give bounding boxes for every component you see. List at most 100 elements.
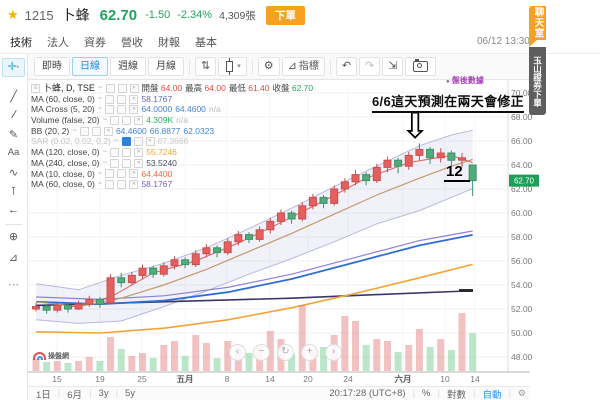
range-1d[interactable]: 1日 <box>36 389 51 400</box>
legend-settings-box[interactable] <box>122 158 132 168</box>
zoom-in-tool[interactable]: ⊕ <box>0 230 27 243</box>
legend-visibility-box[interactable] <box>110 158 120 168</box>
legend-visibility-box[interactable] <box>110 147 120 157</box>
legend-settings-box[interactable] <box>122 147 132 157</box>
tab-financials[interactable]: 財報 <box>158 37 180 49</box>
legend-row[interactable]: MA (240, close, 0) ~ ✕ 53.5240 <box>31 157 177 168</box>
after-hours-label: 盤後數據 <box>451 76 484 85</box>
legend-close-box[interactable]: ✕ <box>103 126 113 136</box>
legend-settings-box[interactable] <box>117 180 127 190</box>
legend-settings-box[interactable] <box>122 115 132 125</box>
svg-text:60.00: 60.00 <box>511 208 533 218</box>
legend-visibility-box[interactable] <box>105 180 115 190</box>
range-3y[interactable]: 3y <box>98 388 109 399</box>
legend-visibility-box[interactable] <box>105 83 115 93</box>
position-tool[interactable]: ⊺ <box>0 185 27 198</box>
legend-visibility-box[interactable] <box>110 115 120 125</box>
brush-tool[interactable]: ✎ <box>0 128 27 141</box>
annotation-down-arrow-icon[interactable]: ⇩ <box>400 105 431 146</box>
redo-button[interactable]: ↷ <box>359 57 381 76</box>
annotation-candle-label[interactable]: 12 <box>444 163 470 182</box>
collapse-icon[interactable]: ⊟ <box>31 83 40 93</box>
fib-tool[interactable]: ∕∕ <box>0 109 27 121</box>
snapshot-button[interactable] <box>405 57 437 76</box>
reset-view-button[interactable]: ↻ <box>277 344 294 361</box>
zoom-in-icon: ⊕ <box>8 231 19 243</box>
chart-style-button[interactable]: ▾ <box>218 57 247 76</box>
legend-settings-box[interactable] <box>117 169 127 179</box>
tab-fundamentals[interactable]: 基本 <box>195 37 217 49</box>
trend-line-tool[interactable]: ╱ <box>0 90 27 103</box>
tab-revenue[interactable]: 營收 <box>121 37 143 49</box>
legend-row[interactable]: Volume (false, 20) ~ ✕ 4.309K n/a <box>31 115 188 126</box>
more-tools-button[interactable]: ⋯ <box>0 278 27 291</box>
chart-canvas[interactable]: 48.00 50.00 52.00 54.00 56.00 58.00 60.00 62.00… <box>28 80 552 386</box>
legend-visibility-box[interactable] <box>105 169 115 179</box>
legend-close-box[interactable]: ✕ <box>129 83 139 93</box>
clock: 20:17:28 (UTC+8) <box>329 388 406 399</box>
legend-value: 67.3666 <box>157 136 189 147</box>
text-tool[interactable]: Aa <box>0 147 27 158</box>
after-hours-note[interactable]: ● 盤後數據 <box>446 75 484 86</box>
legend-close-box[interactable]: ✕ <box>134 158 144 168</box>
legend-settings-box[interactable] <box>117 94 127 104</box>
zoom-in-button[interactable]: + <box>301 344 318 361</box>
tab-institutional[interactable]: 法人 <box>47 37 69 49</box>
fullscreen-button[interactable]: ⇲ <box>382 57 404 76</box>
interval-weekly-button[interactable]: 週線 <box>110 57 146 76</box>
legend-close-box[interactable]: ✕ <box>129 180 139 190</box>
arrow-marker-tool[interactable]: ← <box>0 204 27 216</box>
interval-realtime-button[interactable]: 即時 <box>34 57 70 76</box>
legend-row[interactable]: SAR (0.02, 0.02, 0.2) ~ ✕ 67.3666 <box>31 136 189 147</box>
legend-close-box[interactable]: ✕ <box>129 94 139 104</box>
legend-row[interactable]: MA (60, close, 0) ~ ✕ 58.1767 <box>31 93 173 104</box>
log-scale-button[interactable]: 對數 <box>446 389 466 400</box>
chatroom-tab[interactable]: 聊天室 <box>529 6 546 40</box>
legend-close-box[interactable]: ✕ <box>129 169 139 179</box>
legend-close-box[interactable]: ✕ <box>134 147 144 157</box>
pattern-tool[interactable]: ∿ <box>0 166 27 179</box>
auto-scale-button[interactable]: 自動 <box>482 389 502 400</box>
favorite-star-icon[interactable]: ★ <box>7 7 19 22</box>
interval-daily-button[interactable]: 日線 <box>72 57 108 76</box>
compare-button[interactable]: ⇅ <box>195 57 217 76</box>
tab-margin[interactable]: 資券 <box>84 37 106 49</box>
range-5y[interactable]: 5y <box>125 388 136 399</box>
footer-gear-icon[interactable]: ⚙ <box>517 388 526 398</box>
legend-visibility-box[interactable] <box>105 94 115 104</box>
legend-close-box[interactable]: ✕ <box>129 105 139 115</box>
legend-row[interactable]: MA (10, close, 0) ~ ✕ 64.4400 <box>31 168 173 179</box>
scroll-right-button[interactable]: › <box>325 344 342 361</box>
legend-close-box[interactable]: ✕ <box>145 137 155 147</box>
legend-row[interactable]: MA (60, close, 0) ~ ✕ 58.1767 <box>31 179 173 190</box>
order-button[interactable]: 下單 <box>265 5 305 25</box>
legend-settings-box[interactable] <box>117 83 127 93</box>
legend-visibility-box[interactable] <box>105 105 115 115</box>
annotation-headline[interactable]: 6/6這天預測在兩天會修正 <box>372 91 524 113</box>
chevron-right-icon: ▸ <box>16 64 20 70</box>
annotation-dash-mark[interactable] <box>459 289 473 292</box>
legend-settings-box[interactable] <box>117 105 127 115</box>
zoom-out-button[interactable]: − <box>253 344 270 361</box>
legend-row[interactable]: MA Cross (5, 20) ~ ✕ 64.0000 64.4600 n/a <box>31 104 221 115</box>
legend-value: 64.4600 <box>175 104 206 115</box>
crosshair-tool[interactable]: ✛▸ <box>2 58 25 77</box>
legend-close-box[interactable]: ✕ <box>134 115 144 125</box>
scroll-left-button[interactable]: ‹ <box>229 344 246 361</box>
settings-button[interactable]: ⚙ <box>257 57 280 76</box>
legend-visibility-box[interactable] <box>121 137 131 147</box>
legend-row[interactable]: MA (120, close, 0) ~ ✕ 55.7246 <box>31 147 177 158</box>
legend-main-row[interactable]: ⊟ 卜蜂, D, TSE ~ ✕ 開盤 64.00 最高 64.00 最低 61.40 收盤 … <box>31 83 313 94</box>
broker-order-tab[interactable]: 玉山證券下單 <box>529 47 546 115</box>
axes[interactable]: 48.00 50.00 52.00 54.00 56.00 58.00 60.00 62.00… <box>28 80 539 384</box>
undo-button[interactable]: ↶ <box>335 57 358 76</box>
legend-settings-box[interactable] <box>133 137 143 147</box>
legend-row[interactable]: BB (20, 2) ~ ✕ 64.4600 66.8877 62.0323 <box>31 125 215 136</box>
measure-tool[interactable]: ⊿ <box>0 251 27 264</box>
interval-monthly-button[interactable]: 月線 <box>148 57 184 76</box>
legend-settings-box[interactable] <box>91 126 101 136</box>
percent-scale-button[interactable]: % <box>422 388 431 399</box>
legend-visibility-box[interactable] <box>79 126 89 136</box>
indicators-button[interactable]: ⊿ 指標 <box>281 57 325 76</box>
range-6m[interactable]: 6月 <box>67 389 83 400</box>
